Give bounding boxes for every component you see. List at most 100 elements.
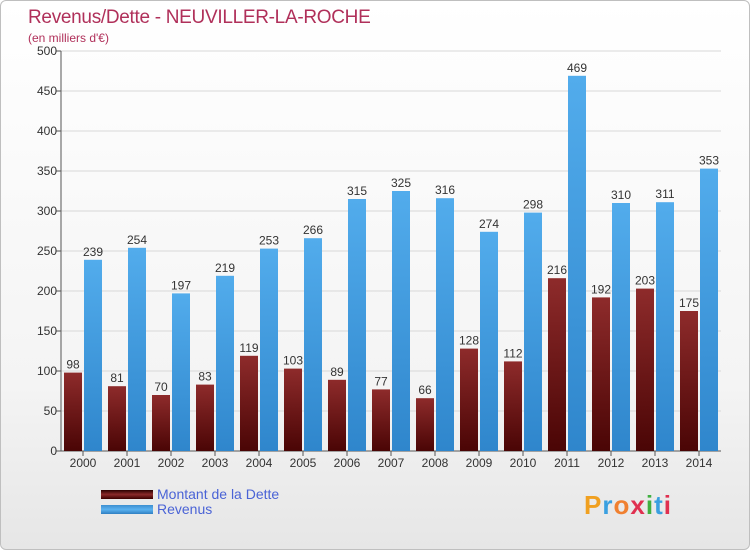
chart-title: Revenus/Dette - NEUVILLER-LA-ROCHE [28,7,371,28]
y-tick-label: 100 [37,364,57,378]
data-label-revenus: 298 [523,198,543,212]
bar-revenus [480,231,498,451]
bar-dette [108,386,126,451]
bar-dette [636,288,654,451]
logo-letter: t [654,490,664,520]
data-label-dette: 119 [239,341,258,355]
bar-dette [196,384,214,451]
x-tick-label: 2011 [554,456,580,470]
x-tick-label: 2003 [202,456,229,470]
logo-letter: x [630,490,646,520]
data-label-revenus: 254 [127,233,147,247]
data-label-dette: 192 [591,282,611,296]
data-label-revenus: 310 [611,188,631,202]
proxiti-logo: Proxiti [584,490,672,521]
logo-letter: i [645,490,655,520]
bar-dette [592,297,610,451]
bar-revenus [656,202,674,451]
bar-dette [548,278,566,451]
legend-label-dette: Montant de la Dette [157,486,280,502]
data-label-dette: 66 [418,383,432,397]
data-label-revenus: 253 [259,234,279,248]
chart-subtitle: (en milliers d'€) [28,31,109,45]
data-label-dette: 128 [459,334,479,348]
data-label-revenus: 469 [567,61,587,75]
bar-revenus [84,259,102,451]
bar-dette [460,348,478,451]
x-tick-label: 2006 [334,456,361,470]
data-label-revenus: 316 [435,183,455,197]
x-tick-label: 2000 [70,456,97,470]
bar-dette [680,311,698,451]
x-tick-label: 2012 [598,456,625,470]
data-label-dette: 103 [283,354,303,368]
bar-revenus [260,248,278,451]
bar-revenus [436,198,454,451]
bar-revenus [524,212,542,451]
x-tick-label: 2013 [642,456,669,470]
y-tick-label: 450 [37,84,57,98]
x-tick-label: 2004 [246,456,273,470]
data-label-dette: 203 [635,274,655,288]
data-label-revenus: 266 [303,223,323,237]
data-label-revenus: 315 [347,184,367,198]
data-label-revenus: 239 [83,245,103,259]
y-tick-label: 50 [44,404,58,418]
bar-dette [504,361,522,451]
y-tick-label: 350 [37,164,57,178]
data-label-dette: 216 [547,263,567,277]
data-label-dette: 81 [110,371,124,385]
legend-swatch-revenus [101,505,153,514]
data-label-dette: 112 [503,346,522,360]
bar-revenus [348,199,366,451]
bar-revenus [172,293,190,451]
logo-letter: P [584,490,603,520]
data-label-dette: 175 [679,296,699,310]
bar-chart: 0 50 100 150 200 250 300 350 400 450 500 98 239 2000 8… [37,44,721,470]
bar-revenus [392,191,410,451]
logo-letter: o [613,490,631,520]
logo-letter: r [602,490,614,520]
bar-revenus [128,247,146,451]
data-label-dette: 89 [330,365,344,379]
data-label-revenus: 325 [391,176,411,190]
bar-revenus [700,168,718,451]
y-tick-label: 300 [37,204,57,218]
y-tick-label: 400 [37,124,57,138]
bar-dette [240,355,258,451]
bar-dette [372,389,390,451]
y-tick-label: 150 [37,324,57,338]
bar-revenus [216,275,234,451]
y-tick-label: 500 [37,44,57,58]
x-tick-label: 2008 [422,456,449,470]
x-tick-label: 2005 [290,456,317,470]
data-label-revenus: 311 [655,187,674,201]
bar-dette [64,372,82,451]
data-label-revenus: 197 [171,278,191,292]
data-label-dette: 70 [154,380,168,394]
bar-revenus [568,75,586,452]
legend-swatch-dette [101,490,153,499]
legend-label-revenus: Revenus [157,501,213,517]
logo-letter: i [663,490,672,520]
bar-dette [328,379,346,451]
bar-revenus [612,203,630,451]
x-tick-label: 2007 [378,456,405,470]
data-label-revenus: 274 [479,217,499,231]
bar-dette [152,395,170,451]
data-label-dette: 83 [198,370,212,384]
x-tick-label: 2009 [466,456,493,470]
bar-dette [416,398,434,451]
x-tick-label: 2002 [158,456,185,470]
y-tick-label: 250 [37,244,57,258]
data-label-revenus: 353 [699,154,719,168]
x-tick-label: 2014 [686,456,713,470]
y-tick-label: 200 [37,284,57,298]
x-tick-label: 2001 [114,456,141,470]
bar-dette [284,368,302,451]
bar-revenus [304,238,322,451]
data-label-dette: 98 [66,358,80,372]
y-tick-label: 0 [50,444,57,458]
x-tick-label: 2010 [510,456,537,470]
